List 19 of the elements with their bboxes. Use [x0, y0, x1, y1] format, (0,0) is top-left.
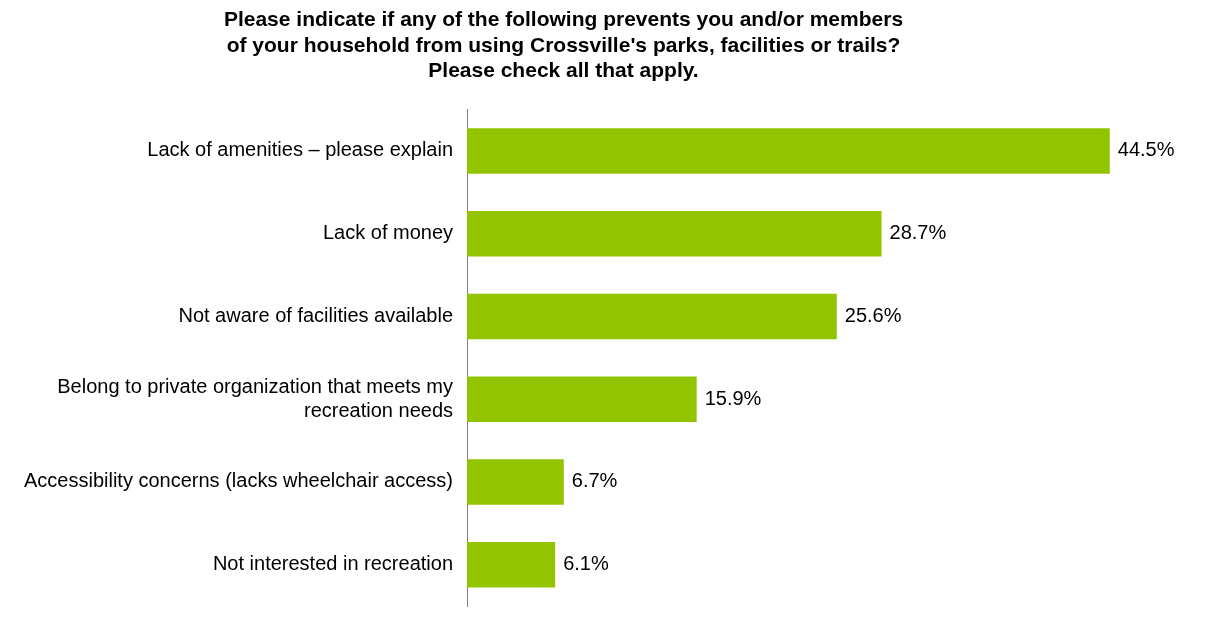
- bar: [467, 376, 697, 422]
- chart-title: Please indicate if any of the following prevents you and/or members of your household from using Crossville's parks, facilities or trails? Please check all that apply.: [223, 7, 904, 81]
- bar: [467, 459, 564, 505]
- data-label: 6.1%: [563, 552, 609, 575]
- y-tick-label: Accessibility concerns (lacks wheelchair access): [23, 469, 454, 492]
- data-label: 15.9%: [704, 386, 762, 409]
- bar: [467, 293, 837, 340]
- data-label: 28.7%: [889, 221, 947, 244]
- data-label: 44.5%: [1117, 138, 1175, 161]
- y-tick-label: Belong to private organization that meets my recreation needs: [57, 374, 454, 421]
- y-tick-label: Lack of amenities – please explain: [147, 138, 454, 161]
- y-tick-label: Not aware of facilities available: [178, 303, 454, 326]
- bar: [467, 210, 882, 257]
- y-tick-label: Not interested in recreation: [212, 552, 454, 575]
- data-label: 25.6%: [844, 303, 902, 326]
- bar: [467, 541, 556, 588]
- data-label: 6.7%: [571, 469, 618, 492]
- y-tick-label: Lack of money: [322, 221, 454, 244]
- bar: [467, 128, 1110, 174]
